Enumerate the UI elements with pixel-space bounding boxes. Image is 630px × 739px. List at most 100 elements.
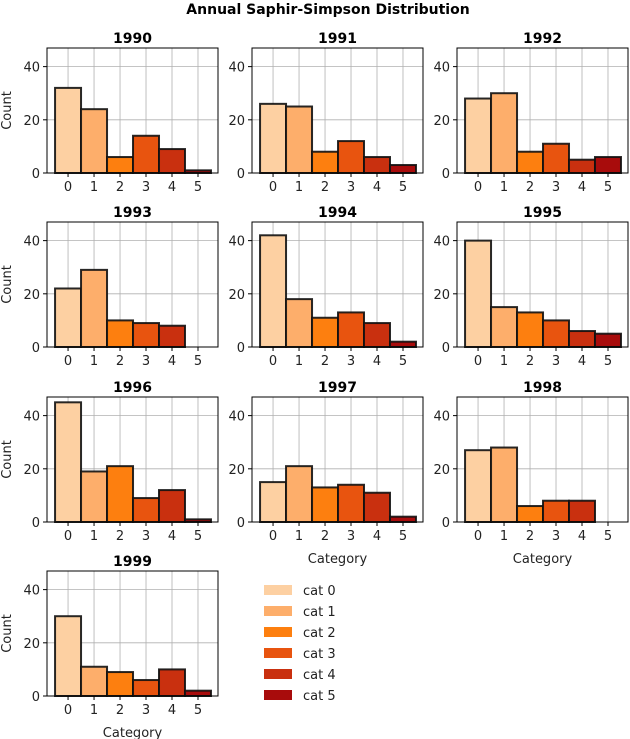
x-tick-label: 2 <box>526 529 534 544</box>
subplot-1995: 0 1 2 3 4 5 0 20 40 1995 <box>433 205 629 369</box>
bar-cat-1 <box>285 298 314 348</box>
bar-cat-2 <box>516 505 545 523</box>
y-tick-label: 0 <box>237 341 245 356</box>
bar-cat-3 <box>542 319 571 349</box>
x-tick-label: 2 <box>116 529 124 544</box>
bar-cat-4 <box>363 322 391 349</box>
x-tick-label: 4 <box>578 529 586 544</box>
x-tick-label: 2 <box>526 180 534 195</box>
x-tick-label: 2 <box>116 354 124 369</box>
bar-cat-2 <box>106 156 135 175</box>
bar-cat-2 <box>311 316 340 349</box>
subplot-title: 1995 <box>523 205 562 221</box>
x-tick-label: 3 <box>552 354 560 369</box>
y-tick-label: 40 <box>433 235 450 250</box>
y-axis-label: Count <box>0 91 15 130</box>
x-tick-label: 0 <box>64 354 72 369</box>
y-tick-label: 40 <box>23 410 40 425</box>
x-tick-label: 0 <box>64 529 72 544</box>
subplot-title: 1997 <box>318 380 357 396</box>
x-tick-label: 2 <box>321 180 329 195</box>
subplot-1993: 0 1 2 3 4 5 0 20 40 1993 Count <box>0 205 219 369</box>
bar-cat-3 <box>542 142 571 174</box>
x-tick-label: 5 <box>604 180 612 195</box>
bar-cat-1 <box>80 268 109 349</box>
x-tick-label: 0 <box>269 529 277 544</box>
bar-cat-4 <box>158 324 186 349</box>
legend-swatch <box>264 606 292 616</box>
x-tick-label: 0 <box>64 180 72 195</box>
legend-label: cat 3 <box>303 647 336 662</box>
y-tick-label: 20 <box>228 114 245 129</box>
bar-cat-1 <box>285 105 314 174</box>
bar-cat-2 <box>516 311 545 349</box>
y-tick-label: 20 <box>433 288 450 303</box>
bar-cat-0 <box>54 615 83 697</box>
axes-frame <box>46 47 219 174</box>
bar-cat-1 <box>490 446 519 524</box>
axes-frame <box>46 570 219 697</box>
subplot-title: 1993 <box>113 205 152 221</box>
x-tick-label: 3 <box>552 529 560 544</box>
bar-cat-5 <box>388 340 417 348</box>
x-tick-label: 5 <box>194 529 202 544</box>
y-tick-label: 20 <box>23 114 40 129</box>
y-tick-label: 0 <box>442 341 450 356</box>
x-tick-label: 0 <box>269 354 277 369</box>
x-tick-label: 5 <box>399 529 407 544</box>
x-tick-label: 5 <box>194 180 202 195</box>
bar-cat-3 <box>337 483 366 524</box>
y-tick-label: 40 <box>23 235 40 250</box>
x-tick-label: 3 <box>142 529 150 544</box>
x-tick-label: 4 <box>168 354 176 369</box>
bar-cat-0 <box>54 86 83 174</box>
y-tick-label: 0 <box>32 341 40 356</box>
bar-cat-3 <box>132 134 161 175</box>
bar-cat-2 <box>106 465 135 523</box>
bar-cat-4 <box>158 668 186 697</box>
x-tick-label: 0 <box>269 180 277 195</box>
x-tick-label: 2 <box>116 180 124 195</box>
x-tick-label: 5 <box>194 354 202 369</box>
bar-cat-2 <box>106 319 135 349</box>
y-tick-label: 20 <box>23 288 40 303</box>
y-tick-label: 40 <box>23 61 40 76</box>
bar-cat-1 <box>285 465 314 523</box>
bar-cat-4 <box>568 330 596 348</box>
x-tick-label: 2 <box>321 529 329 544</box>
subplot-1999: 0 1 2 3 4 5 0 20 40 1999 Count Category <box>0 554 219 739</box>
bar-cat-1 <box>80 108 109 174</box>
subplot-1992: 0 1 2 3 4 5 0 20 40 1992 <box>433 31 629 195</box>
axes-frame <box>456 396 629 523</box>
axes-frame <box>251 221 424 348</box>
y-tick-label: 20 <box>228 288 245 303</box>
axes-frame <box>251 47 424 174</box>
bar-cat-0 <box>464 97 493 174</box>
x-tick-label: 1 <box>500 529 508 544</box>
x-tick-label: 0 <box>474 354 482 369</box>
subplot-title: 1998 <box>523 380 562 396</box>
legend-swatch <box>264 648 292 658</box>
y-axis-label: Count <box>0 614 15 653</box>
legend-label: cat 0 <box>303 584 336 599</box>
y-tick-label: 40 <box>228 410 245 425</box>
subplot-title: 1996 <box>113 380 152 396</box>
bar-cat-4 <box>568 158 596 175</box>
x-tick-label: 3 <box>142 703 150 718</box>
bar-cat-3 <box>337 140 366 175</box>
legend: cat 0 cat 1 cat 2 cat 3 cat 4 cat 5 <box>264 584 336 704</box>
x-tick-label: 4 <box>578 180 586 195</box>
bar-cat-4 <box>158 489 186 524</box>
bar-cat-5 <box>388 164 417 174</box>
x-tick-label: 1 <box>295 354 303 369</box>
subplot-1991: 0 1 2 3 4 5 0 20 40 1991 <box>228 31 424 195</box>
x-tick-label: 3 <box>347 180 355 195</box>
bar-cat-0 <box>464 239 493 348</box>
y-tick-label: 0 <box>237 167 245 182</box>
y-tick-label: 20 <box>433 114 450 129</box>
bar-cat-0 <box>464 449 493 524</box>
axes-frame <box>456 221 629 348</box>
bar-cat-5 <box>183 689 212 697</box>
y-tick-label: 20 <box>228 463 245 478</box>
x-tick-label: 1 <box>295 529 303 544</box>
